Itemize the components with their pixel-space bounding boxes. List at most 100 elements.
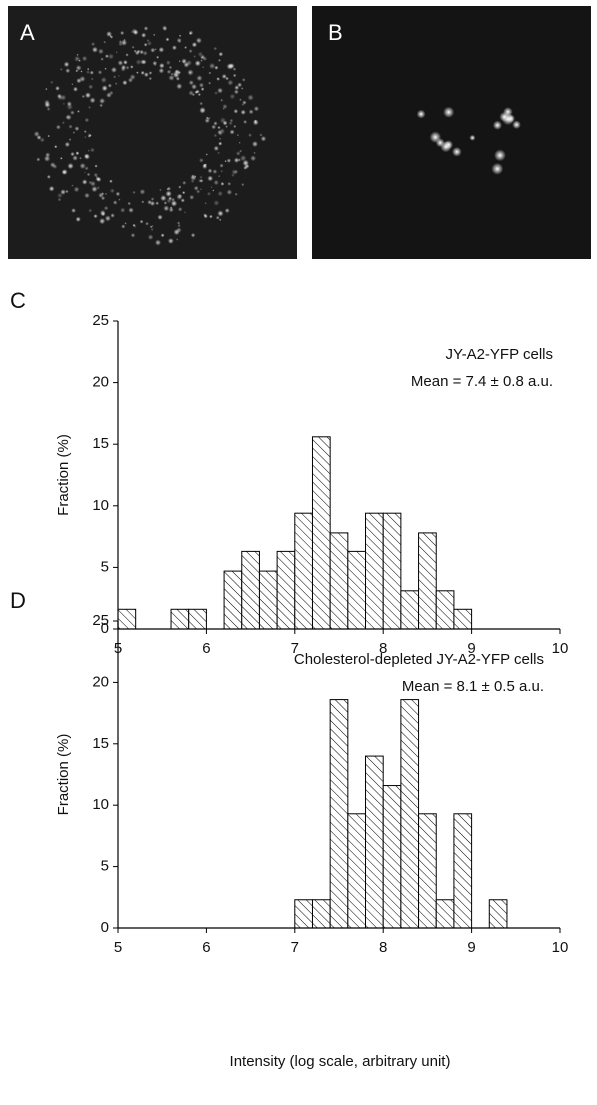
spot — [248, 133, 252, 138]
spot — [202, 163, 207, 168]
spot — [75, 69, 79, 73]
spot — [182, 60, 186, 64]
spot — [243, 166, 248, 170]
spot — [59, 67, 63, 71]
spot — [99, 97, 106, 104]
y-tick-label: 5 — [101, 858, 109, 875]
spot — [109, 179, 113, 184]
spot — [232, 73, 237, 78]
spot — [190, 232, 196, 238]
spot — [416, 109, 426, 119]
spot — [176, 193, 183, 200]
spot — [248, 109, 254, 115]
spot — [184, 46, 188, 50]
spot — [145, 221, 149, 226]
spot — [104, 192, 108, 196]
spot — [196, 189, 201, 194]
spot — [150, 47, 156, 53]
spot — [234, 192, 238, 196]
spot — [127, 201, 131, 206]
spot — [183, 211, 187, 214]
spot — [141, 200, 145, 204]
x-tick-label: 8 — [379, 640, 387, 657]
spot — [214, 65, 219, 70]
spot — [197, 93, 201, 97]
spot — [188, 49, 193, 54]
spot — [187, 69, 194, 76]
spot — [213, 133, 218, 138]
spot — [218, 51, 224, 57]
spot — [250, 155, 257, 162]
fluorescence-spots — [33, 25, 521, 246]
spot — [178, 34, 182, 38]
spot — [70, 151, 75, 157]
spot — [125, 65, 130, 70]
spot — [168, 65, 173, 70]
bar — [170, 608, 190, 630]
spot — [200, 59, 203, 62]
spot — [135, 59, 142, 65]
spot — [132, 223, 136, 227]
spot — [91, 186, 98, 193]
y-tick-label: 25 — [92, 612, 109, 629]
spot — [75, 151, 80, 156]
spot — [134, 50, 140, 56]
spot — [188, 30, 194, 36]
spot — [231, 169, 238, 176]
spot — [131, 28, 138, 35]
spot — [163, 201, 168, 205]
spot — [243, 119, 248, 124]
y-tick-label: 20 — [92, 673, 109, 690]
spot — [132, 190, 136, 195]
bar — [453, 813, 473, 929]
spot — [213, 46, 218, 51]
spot — [196, 75, 203, 82]
spot — [451, 146, 462, 157]
bar — [347, 813, 367, 929]
spot — [231, 173, 235, 177]
spot — [233, 108, 239, 114]
spot — [195, 89, 200, 94]
spot — [147, 234, 154, 240]
spot — [143, 42, 148, 47]
bar — [188, 608, 207, 630]
spot — [213, 179, 219, 186]
spot — [113, 75, 117, 79]
spot — [65, 115, 70, 120]
y-tick-label: 0 — [101, 919, 109, 936]
spot — [218, 141, 223, 146]
micrograph-a — [8, 6, 297, 259]
spot — [45, 87, 48, 91]
spot — [90, 180, 96, 187]
spot — [100, 211, 106, 217]
x-tick-label: 6 — [202, 640, 210, 657]
spot — [124, 222, 127, 225]
spot — [71, 208, 76, 213]
bar — [488, 899, 508, 929]
spot — [84, 136, 87, 139]
spot — [206, 191, 212, 196]
spot — [168, 196, 173, 201]
spot — [219, 163, 224, 168]
spot — [165, 190, 172, 197]
spot — [251, 141, 258, 148]
spot — [217, 174, 221, 178]
spot — [123, 59, 128, 65]
spot — [75, 64, 82, 71]
spot — [193, 55, 196, 58]
spot — [160, 195, 167, 202]
spot — [83, 130, 87, 134]
spot — [166, 187, 170, 191]
spot — [64, 141, 71, 148]
spot — [207, 116, 211, 120]
x-tick-label: 9 — [467, 939, 475, 956]
spot — [118, 198, 121, 201]
spot — [202, 66, 205, 69]
spot — [168, 207, 174, 213]
spot — [191, 83, 197, 90]
spot — [155, 201, 160, 206]
spot — [219, 128, 226, 135]
spot — [107, 53, 115, 60]
spot — [148, 71, 153, 75]
spot — [88, 84, 94, 90]
